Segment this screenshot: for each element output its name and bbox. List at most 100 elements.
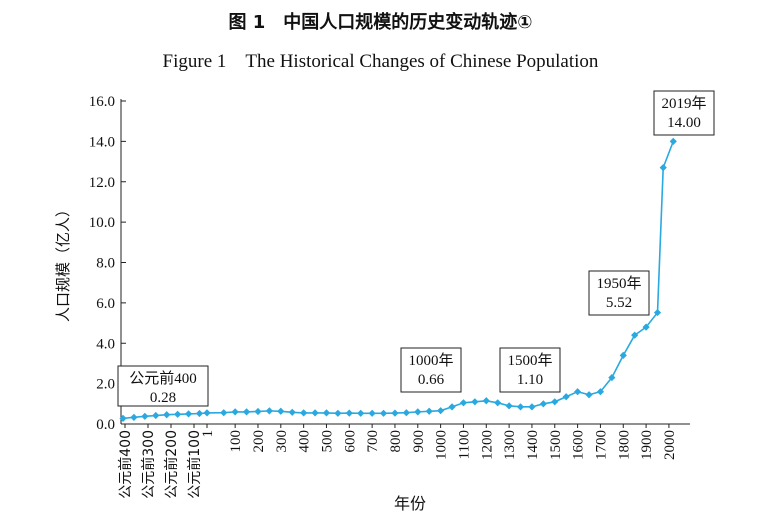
data-point: [163, 411, 171, 419]
x-axis-label: 年份: [394, 494, 426, 513]
annotation-box: 1950年 5.52: [588, 270, 650, 316]
x-tick-label: 200: [251, 430, 267, 453]
x-tick-label: 1600: [571, 430, 587, 460]
data-point: [195, 409, 204, 418]
annotation-box: 1500年 1.10: [499, 347, 561, 393]
x-tick-label: 公元前200: [163, 430, 180, 499]
data-point: [184, 410, 193, 418]
y-axis-label: 人口规模（亿人）: [54, 202, 72, 322]
annotation-year: 1000年: [408, 352, 453, 369]
data-point: [437, 407, 445, 415]
x-tick-label: 1500: [548, 430, 564, 460]
data-point: [277, 407, 285, 415]
x-tick-label: 500: [319, 430, 335, 453]
data-point: [505, 402, 513, 410]
x-tick-label: 公元前300: [140, 430, 157, 499]
annotation-box: 公元前400 0.28: [117, 365, 209, 407]
annotation-year: 公元前400: [129, 370, 197, 387]
data-point: [669, 137, 677, 145]
x-tick-label: 800: [388, 430, 404, 453]
x-tick-label: 300: [274, 430, 290, 453]
y-tick-label: 16.0: [89, 94, 115, 110]
data-point: [220, 409, 228, 417]
data-point: [631, 331, 639, 339]
y-tick-label: 8.0: [96, 256, 115, 272]
chart-title-cn: 图 1 中国人口规模的历史变动轨迹①: [228, 12, 533, 33]
data-point: [448, 403, 456, 411]
y-tick-label: 0.0: [96, 417, 115, 433]
x-tick-label: 1100: [456, 430, 472, 459]
data-point: [368, 409, 376, 417]
data-point: [322, 409, 331, 417]
y-axis-ticks: 0.0 2.0 4.0 6.0 8.0 10.0 12.0 14.0 16.0: [89, 94, 126, 433]
annotation-frame: [653, 90, 715, 136]
y-tick-label: 6.0: [96, 296, 115, 312]
x-tick-label: 400: [297, 430, 313, 453]
data-point: [391, 409, 399, 417]
data-point: [141, 412, 149, 420]
data-point: [619, 351, 627, 359]
data-point: [345, 409, 353, 417]
data-point: [119, 414, 127, 422]
y-tick-label: 2.0: [96, 377, 115, 393]
data-point: [130, 413, 138, 421]
data-point: [562, 393, 570, 401]
annotation-box: 2019年 14.00: [653, 90, 715, 136]
data-point: [311, 409, 319, 417]
x-tick-label: 公元前100: [186, 430, 203, 499]
annotation-frame: [588, 270, 650, 316]
annotation-value: 5.52: [606, 295, 632, 311]
data-point: [494, 399, 502, 407]
data-point: [528, 403, 536, 411]
annotation-frame: [117, 365, 209, 407]
data-point: [659, 164, 667, 172]
x-axis-ticks: 公元前400 公元前300 公元前200 公元前100 1 100 200 300 400 500…: [117, 424, 678, 499]
annotation-frame: [499, 347, 561, 393]
data-point: [608, 373, 616, 382]
x-tick-label: 1700: [593, 430, 609, 460]
annotation-value: 1.10: [517, 372, 543, 388]
data-point: [203, 409, 211, 417]
x-tick-label: 1200: [479, 430, 495, 460]
annotation-value: 0.28: [150, 390, 176, 406]
y-tick-label: 10.0: [89, 215, 115, 231]
data-point: [574, 388, 582, 396]
x-tick-label: 100: [228, 430, 244, 453]
x-tick-label: 1800: [616, 430, 632, 460]
data-point: [642, 323, 650, 331]
annotation-year: 1950年: [596, 275, 641, 292]
x-tick-label: 1000: [434, 430, 450, 460]
data-point: [414, 408, 422, 416]
data-point: [334, 409, 342, 417]
data-point: [174, 410, 182, 418]
series-population: [119, 137, 677, 422]
y-tick-label: 4.0: [96, 336, 115, 352]
data-point: [471, 398, 479, 406]
x-tick-label: 1900: [639, 430, 655, 460]
chart-title-en: Figure 1 The Historical Changes of Chine…: [162, 51, 599, 72]
data-point: [596, 388, 605, 396]
data-point: [379, 409, 388, 417]
annotation-frame: [400, 347, 462, 393]
data-point: [254, 407, 262, 416]
annotation-year: 2019年: [661, 95, 706, 112]
data-point: [242, 408, 251, 416]
annotation-box: 1000年 0.66: [400, 347, 462, 393]
annotation-value: 0.66: [418, 372, 445, 388]
data-point: [551, 398, 559, 406]
y-tick-label: 14.0: [89, 134, 115, 150]
y-tick-label: 12.0: [89, 175, 115, 191]
x-tick-label: 700: [365, 430, 381, 453]
data-point: [516, 403, 525, 411]
x-tick-label: 公元前400: [117, 430, 134, 499]
x-tick-label: 600: [342, 430, 358, 453]
data-point: [152, 411, 160, 420]
data-point: [288, 408, 296, 416]
x-tick-label: 900: [411, 430, 427, 453]
data-point: [265, 407, 273, 415]
data-point: [357, 409, 365, 417]
x-tick-label: 1400: [525, 430, 541, 460]
data-point: [585, 391, 593, 399]
chart-annotations: 公元前400 0.28 1000年 0.66 1500年 1.10 1950年 5.52 201…: [117, 90, 715, 407]
